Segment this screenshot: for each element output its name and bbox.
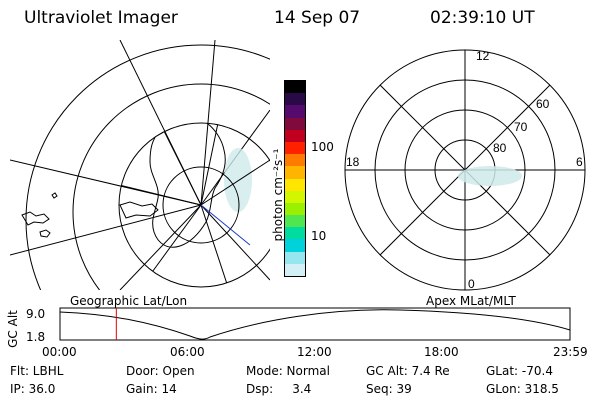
geographic-title: Geographic Lat/Lon [70,294,188,308]
aurora-glow [224,148,252,212]
dsp-info: Dsp: 3.4 [246,382,312,396]
time-label: 02:39:10 UT [430,8,535,28]
lat-label-60: 60 [536,97,550,111]
x-tick-0: 00:00 [42,345,77,359]
info-column-5: GLat: -70.4 GLon: 318.5 [486,362,559,398]
colorbar-swatch [285,81,305,94]
colorbar-swatch [285,166,305,179]
coastline-antarctica [149,123,226,248]
colorbar-swatch [285,105,305,118]
colorbar-swatch [285,251,305,264]
gc-alt-info: GC Alt: 7.4 Re [366,364,450,378]
colorbar-swatch [285,129,305,142]
globe-lat-ring [162,166,240,244]
y-tick-9: 9.0 [26,307,46,321]
lat-circle-1 [72,83,270,290]
glon-info: GLon: 318.5 [486,382,559,396]
apex-title: Apex MLat/MLT [426,294,516,308]
colorbar-swatch [285,215,305,228]
info-column-1: Flt: LBHL IP: 36.0 [10,362,63,398]
meridian-f [119,204,202,290]
lat-label-70: 70 [514,120,528,134]
instrument-title: Ultraviolet Imager [24,8,178,28]
globe-meridian-6 [149,204,202,276]
mlt-label-0: 0 [468,277,475,291]
globe-meridian-4 [200,159,271,206]
ip-info: IP: 36.0 [10,382,56,396]
coastline-island-2 [51,192,58,199]
colorbar-swatch [285,154,305,167]
seq-info: Seq: 39 [366,382,412,396]
meridian-c [200,40,216,206]
colorbar-swatch [285,239,305,252]
globe-meridian-5 [200,204,229,287]
color-scale-bar [284,80,306,277]
info-column-2: Door: Open Gain: 14 [126,362,195,398]
coastline-peninsula [119,201,159,219]
colorbar-swatch [285,263,305,276]
date-label: 14 Sep 07 [274,8,361,28]
colorbar-swatch [285,202,305,216]
colorbar-swatch [285,190,305,203]
x-tick-1: 06:00 [170,345,205,359]
colorbar-swatch [285,227,305,240]
mlt-label-18: 18 [346,155,360,169]
meridian-d [10,204,202,256]
colorbar-tick-100: 100 [311,140,334,154]
mlt-label-12: 12 [476,49,490,63]
coastline-island [39,229,51,238]
mlt-label-6: 6 [576,155,583,169]
colorbar-swatch [285,117,305,130]
meridian-g [200,204,270,281]
lat-circle-2 [25,44,270,290]
filter-info: Flt: LBHL [10,364,64,378]
info-column-3: Mode: Normal Dsp: 3.4 [246,362,330,398]
globe-limb [118,122,270,288]
coastline-south-america [21,211,50,226]
globe-meridian-3 [200,123,219,206]
x-tick-3: 18:00 [424,345,459,359]
glat-info: GLat: -70.4 [486,364,553,378]
info-column-4: GC Alt: 7.4 Re Seq: 39 [366,362,450,398]
altitude-curve [59,309,571,340]
door-info: Door: Open [126,364,195,378]
lat-label-80: 80 [493,141,507,155]
colorbar-swatch [285,178,305,191]
mode-info: Mode: Normal [246,364,330,378]
globe-meridian-1 [159,123,202,206]
aurora-oval [458,166,522,186]
gain-info: Gain: 14 [126,382,177,396]
x-tick-2: 12:00 [297,345,332,359]
x-tick-4: 23:59 [553,345,588,359]
colorbar-swatch [285,93,305,106]
y-tick-1-8: 1.8 [26,330,46,344]
ground-track [200,204,251,246]
orbit-plot-frame [59,307,571,341]
globe-meridian-2 [119,184,202,206]
colorbar-tick-10: 10 [311,229,327,243]
colorbar-swatch [285,141,305,155]
